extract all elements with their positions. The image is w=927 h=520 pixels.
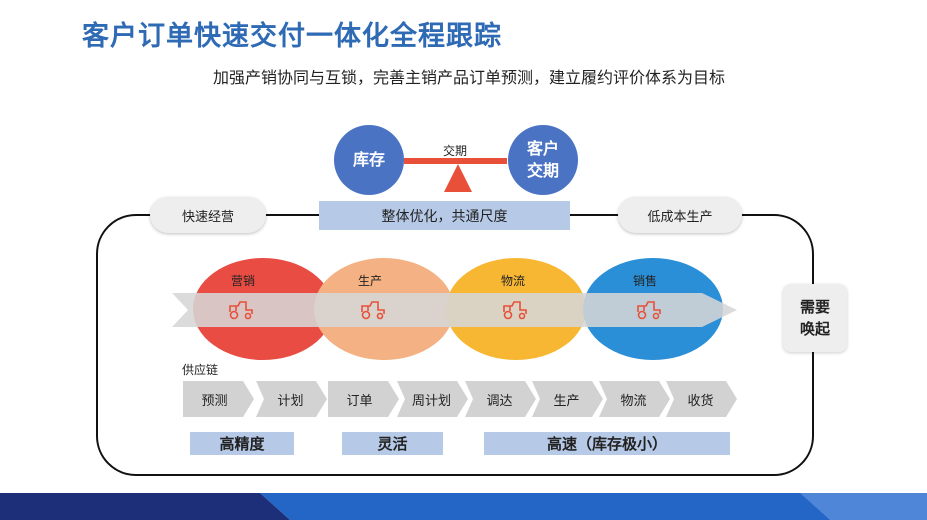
step-receipt: 收货 [666,381,737,417]
pill-low-cost-production: 低成本生产 [618,197,742,233]
balance-pivot-triangle [444,164,472,192]
flow-arrow-band [172,293,737,327]
overall-optimization-banner: 整体优化，共通尺度 [319,201,570,230]
need-wakeup-line1: 需要 [799,298,830,316]
balance-plank [404,158,507,164]
tractor-icon [229,301,253,320]
stage-label-sales: 销售 [632,274,657,288]
banner-label: 整体优化，共通尺度 [381,208,508,225]
step-weekly-plan: 周计划 [397,381,468,417]
pill-fast-operation: 快速经营 [150,197,266,233]
tag-flexible: 灵活 [342,432,443,455]
customer-label-line1: 客户 [526,139,559,158]
customer-label-line2: 交期 [526,161,559,180]
page-title: 客户订单快速交付一体化全程跟踪 [82,21,502,52]
pill-fast-operation-label: 快速经营 [181,209,234,225]
need-wakeup-line2: 唤起 [799,320,830,338]
step-logistics: 物流 [599,381,670,417]
tractor-icon [637,301,661,320]
stage-label-logistics: 物流 [500,274,525,288]
tag-high-speed: 高速（库存极小） [484,432,730,455]
customer-delivery-circle: 客户 交期 [508,125,578,195]
stage-label-production: 生产 [357,274,382,288]
pill-low-cost-label: 低成本生产 [647,209,713,225]
step-plan: 计划 [256,381,327,417]
balance-label: 交期 [442,144,467,158]
step-forecast: 预测 [183,381,254,417]
supply-chain-label: 供应链 [182,363,219,377]
footer-band-dark [0,493,290,520]
step-production: 生产 [532,381,603,417]
inventory-label: 库存 [352,150,385,169]
step-order: 订单 [328,381,399,417]
inventory-circle: 库存 [334,125,404,195]
need-wakeup-box: 需要 唤起 [783,284,847,352]
tractor-icon [503,301,527,320]
page-subtitle: 加强产销协同与互锁，完善主销产品订单预测，建立履约评价体系为目标 [213,68,726,87]
step-procurement: 调达 [465,381,536,417]
stage-label-marketing: 营销 [230,274,255,288]
tag-high-precision: 高精度 [190,432,294,455]
tractor-icon [361,301,385,320]
